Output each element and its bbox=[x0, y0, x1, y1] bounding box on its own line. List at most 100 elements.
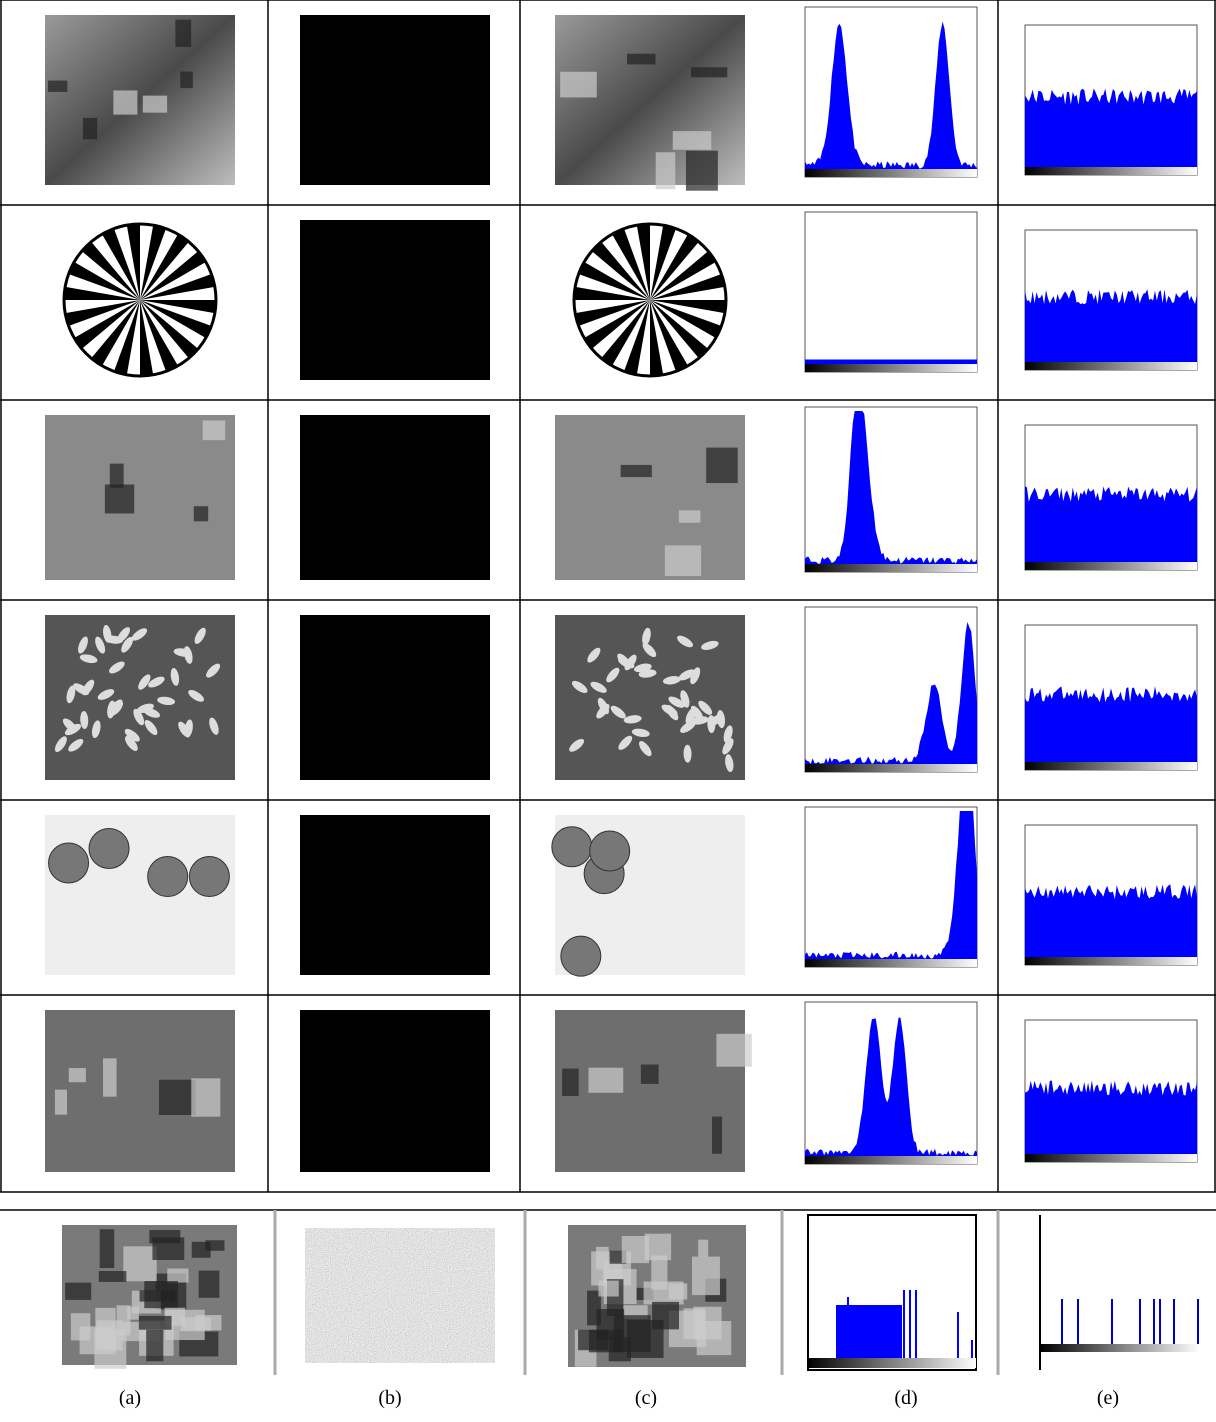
image-detail bbox=[146, 1330, 163, 1361]
hist-frame bbox=[805, 407, 977, 572]
image-detail bbox=[673, 131, 711, 150]
image-detail bbox=[167, 1268, 188, 1282]
image-detail bbox=[194, 506, 208, 521]
image-detail bbox=[706, 448, 738, 483]
hist-shape bbox=[1025, 88, 1197, 167]
hist-bar-gradient bbox=[805, 169, 977, 177]
hist-bar-gradient bbox=[1025, 362, 1197, 370]
image-detail bbox=[686, 151, 718, 191]
image-detail bbox=[71, 1313, 90, 1340]
image-detail bbox=[627, 54, 655, 65]
image-detail bbox=[560, 72, 597, 98]
image-detail bbox=[48, 81, 67, 92]
image-detail bbox=[590, 831, 630, 871]
hist-shape bbox=[805, 360, 977, 364]
noise-image bbox=[300, 220, 490, 380]
image-detail bbox=[692, 1257, 720, 1295]
noise-image bbox=[300, 15, 490, 185]
noise-image bbox=[300, 1010, 490, 1172]
image-detail bbox=[55, 1090, 67, 1115]
image-detail bbox=[669, 1283, 687, 1299]
image-detail bbox=[691, 67, 727, 77]
image-detail bbox=[139, 1316, 172, 1330]
image-detail bbox=[716, 1034, 751, 1067]
image-detail bbox=[100, 1229, 115, 1268]
hist-bar-gradient bbox=[805, 959, 977, 967]
image-detail bbox=[665, 545, 701, 576]
image-detail bbox=[152, 1237, 184, 1260]
image-detail bbox=[645, 1234, 671, 1261]
image-detail bbox=[609, 1337, 631, 1361]
hist-bar-gradient bbox=[805, 564, 977, 572]
image-detail bbox=[65, 1283, 91, 1300]
image-detail bbox=[144, 1281, 178, 1308]
page: {"captions": ["(a)", "(b)", "(c)", "(d)"… bbox=[0, 0, 1216, 1422]
figure: (a) (b) (c) (d) (e) bbox=[0, 0, 1216, 1422]
image-detail bbox=[199, 1271, 220, 1298]
hist-bar-gradient bbox=[805, 364, 977, 372]
hist-bar-gradient bbox=[805, 764, 977, 772]
image-detail bbox=[552, 827, 592, 867]
caption: (e) bbox=[1097, 1387, 1119, 1409]
image-detail bbox=[180, 72, 193, 89]
image-detail bbox=[105, 485, 134, 514]
image-detail bbox=[621, 465, 652, 477]
image-detail bbox=[562, 1069, 579, 1096]
image-detail bbox=[123, 1246, 156, 1281]
hist-bar-gradient bbox=[1025, 762, 1197, 770]
image-detail bbox=[69, 1068, 86, 1082]
image-detail bbox=[113, 90, 137, 114]
image-detail bbox=[148, 857, 188, 897]
hist-block bbox=[836, 1305, 902, 1358]
caption: (a) bbox=[119, 1387, 141, 1409]
image-detail bbox=[596, 1247, 609, 1270]
noise-image bbox=[300, 415, 490, 580]
image-detail bbox=[656, 152, 676, 189]
image-detail bbox=[49, 843, 89, 883]
captions: (a) (b) (c) (d) (e) bbox=[119, 1387, 1119, 1409]
caption: (c) bbox=[635, 1387, 657, 1409]
image-detail bbox=[679, 510, 701, 522]
noise-image bbox=[305, 1228, 495, 1363]
hist-bar-gradient bbox=[1025, 957, 1197, 965]
image-detail bbox=[175, 20, 191, 47]
hist-bar-gradient bbox=[1025, 562, 1197, 570]
hist-shape bbox=[1025, 486, 1197, 562]
image bbox=[555, 415, 745, 580]
image-detail bbox=[652, 1302, 679, 1329]
image-detail bbox=[143, 96, 167, 113]
image-detail bbox=[191, 1078, 220, 1116]
image-detail bbox=[698, 1240, 708, 1257]
noise-image bbox=[300, 815, 490, 975]
image-detail bbox=[651, 1256, 667, 1290]
caption: (b) bbox=[378, 1387, 401, 1409]
image-detail bbox=[95, 1308, 115, 1348]
image bbox=[45, 15, 235, 185]
image-detail bbox=[205, 1240, 224, 1251]
caption: (d) bbox=[894, 1387, 917, 1409]
image-detail bbox=[103, 1058, 117, 1096]
image-detail bbox=[588, 1068, 623, 1093]
image-detail bbox=[641, 1065, 659, 1084]
image-detail bbox=[598, 1281, 618, 1297]
hist-bar-gradient bbox=[808, 1358, 976, 1368]
hist-bar-gradient bbox=[1025, 1154, 1197, 1162]
image-detail bbox=[99, 1271, 127, 1282]
hist-bar-gradient bbox=[1025, 167, 1197, 175]
image-detail bbox=[89, 828, 129, 868]
hist-bar-gradient bbox=[805, 1156, 977, 1164]
image-detail bbox=[712, 1117, 722, 1154]
hist-bar-gradient bbox=[1040, 1344, 1200, 1352]
hist-frame bbox=[805, 212, 977, 372]
image-detail bbox=[561, 936, 601, 976]
image-detail bbox=[159, 1080, 196, 1115]
image-detail bbox=[110, 464, 124, 488]
hist-frame bbox=[805, 607, 977, 772]
layout bbox=[0, 0, 1216, 1375]
image-detail bbox=[683, 1308, 704, 1339]
image-detail bbox=[203, 420, 226, 440]
hist-shape bbox=[1025, 884, 1197, 957]
image-detail bbox=[83, 118, 97, 139]
image-detail bbox=[189, 857, 229, 897]
noise-image bbox=[300, 615, 490, 780]
